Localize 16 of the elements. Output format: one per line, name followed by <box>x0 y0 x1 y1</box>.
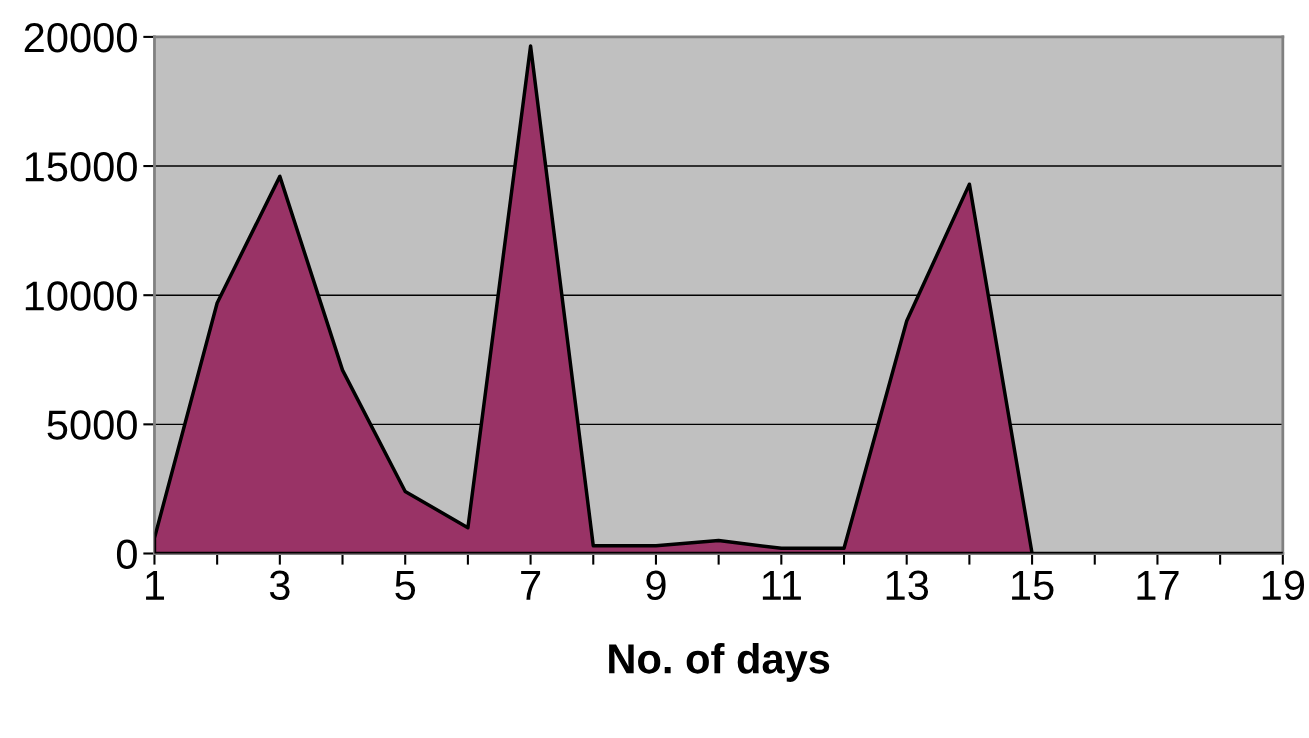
x-tick-label: 11 <box>762 571 801 600</box>
x-tick-label: 19 <box>1262 570 1305 601</box>
x-tick-label: 7 <box>521 571 541 600</box>
x-tick-label: 3 <box>269 570 290 601</box>
x-tick-label: 9 <box>646 570 666 601</box>
x-tick-label: 13 <box>886 570 929 601</box>
x-tick-label: 5 <box>395 571 416 601</box>
y-tick-label: 5000 <box>47 410 137 440</box>
y-tick-label: 20000 <box>24 22 137 53</box>
y-tick-label: 15000 <box>25 152 137 182</box>
x-tick-label: 1 <box>146 571 165 600</box>
y-tick-label: 0 <box>116 539 137 570</box>
y-tick-label: 10000 <box>25 281 137 311</box>
x-tick-label: 17 <box>1137 571 1179 600</box>
x-tick-label: 15 <box>1012 571 1054 601</box>
x-axis-title: No. of days <box>609 643 830 682</box>
